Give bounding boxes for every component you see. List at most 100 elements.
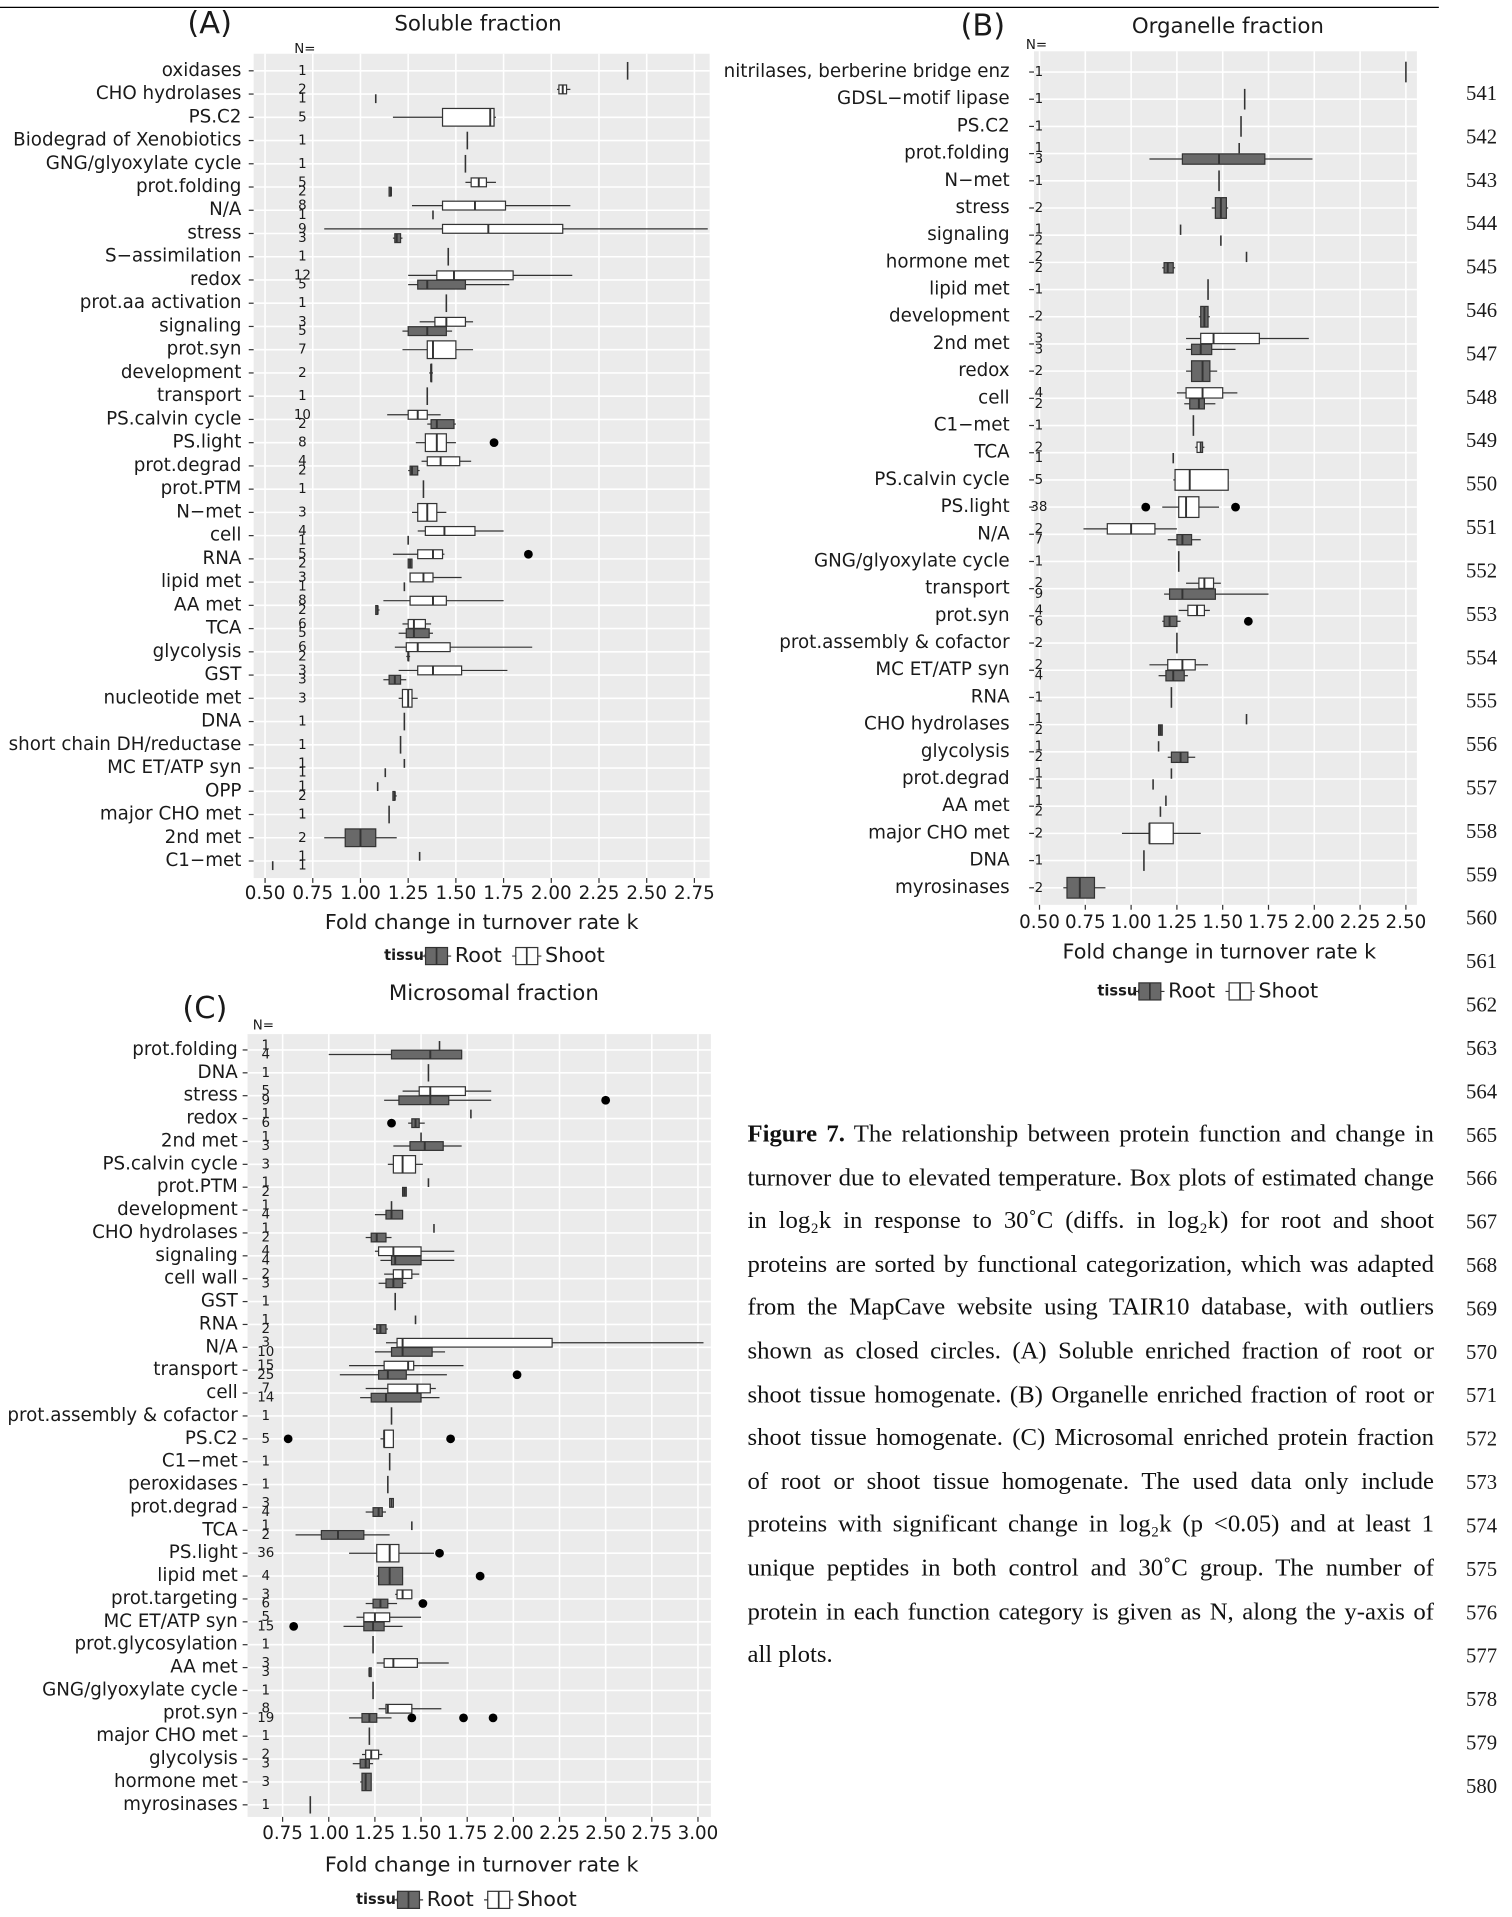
x-tick-label: 0.75 [1065, 912, 1106, 933]
box [1190, 360, 1211, 383]
legend-label: Root [455, 943, 502, 967]
n-label: 5 [298, 110, 307, 125]
line-number: 572 [1466, 1429, 1497, 1451]
x-axis-label: Fold change in turnover rate k [325, 910, 639, 934]
x-tick-label: 2.75 [631, 1823, 672, 1844]
line-number: 568 [1466, 1255, 1497, 1277]
line-number: 580 [1466, 1776, 1497, 1798]
x-tick-label: 2.75 [674, 883, 715, 904]
x-tick-label: 1.75 [1248, 912, 1289, 933]
n-label: 3 [262, 1656, 271, 1671]
line-number: 543 [1466, 170, 1497, 192]
n-label: 9 [1035, 587, 1044, 602]
n-label: 2 [298, 82, 307, 97]
box [1168, 588, 1216, 600]
box [377, 1369, 407, 1380]
n-label: 1 [1035, 92, 1044, 107]
n-label: 2 [298, 603, 307, 618]
n-label: 10 [257, 1345, 274, 1360]
box [390, 1346, 433, 1357]
box [363, 1612, 391, 1623]
n-label: 6 [262, 1597, 271, 1612]
legend-title: tissue [356, 1891, 406, 1908]
n-label: 2 [298, 831, 307, 846]
box [405, 628, 430, 639]
category-label: MC ET/ATP syn [107, 757, 241, 778]
n-label: 2 [298, 185, 307, 200]
n-label: 5 [262, 1084, 271, 1099]
n-label: 1 [262, 1313, 271, 1328]
n-label: 1 [298, 250, 307, 265]
line-number: 565 [1466, 1125, 1497, 1147]
category-label: development [121, 362, 242, 383]
category-label: transport [157, 385, 241, 406]
x-tick-label: 2.50 [1386, 912, 1427, 933]
x-tick-label: 1.50 [1202, 912, 1243, 933]
x-tick-label: 0.50 [1019, 912, 1060, 933]
category-label: redox [958, 360, 1010, 381]
category-label: Biodegrad of Xenobiotics [13, 130, 241, 151]
category-label: lipid met [157, 1565, 237, 1586]
n-label: 4 [262, 1208, 271, 1223]
box [426, 456, 461, 467]
n-label: 2 [298, 649, 307, 664]
box [383, 1429, 394, 1449]
box [1200, 332, 1260, 345]
n-label: 1 [1035, 690, 1044, 705]
n-label: 1 [262, 1066, 271, 1081]
n-label: 1 [1035, 141, 1044, 156]
n-label: 8 [298, 594, 307, 609]
n-label: 2 [298, 366, 307, 381]
panel-tag: (C) [182, 991, 227, 1026]
n-label: 6 [298, 617, 307, 632]
caption-text: The relationship between protein functio… [747, 1120, 1434, 1669]
n-label: 3 [298, 663, 307, 678]
panel-tag: (B) [960, 8, 1005, 43]
n-label: 4 [262, 1048, 271, 1063]
n-label: 1 [1035, 451, 1044, 466]
n-label: 2 [1035, 250, 1044, 265]
n-label: 3 [262, 1157, 271, 1172]
category-label: stress [956, 197, 1010, 218]
box [396, 1589, 413, 1600]
n-label: 2 [1035, 805, 1044, 820]
box [417, 665, 463, 676]
n-label: 1 [298, 859, 307, 874]
n-label: 3 [298, 691, 307, 706]
n-label: 3 [262, 1665, 271, 1680]
category-label: prot.syn [935, 605, 1010, 626]
n-label: 5 [298, 626, 307, 641]
category-label: short chain DH/reductase [9, 734, 242, 755]
category-label: major CHO met [96, 1725, 238, 1746]
n-label: 5 [298, 175, 307, 190]
line-number: 558 [1466, 821, 1497, 843]
line-number: 578 [1466, 1689, 1497, 1711]
box [376, 1543, 400, 1563]
n-label: 14 [257, 1391, 274, 1406]
x-axis-label: Fold change in turnover rate k [325, 1853, 639, 1877]
n-label: 9 [262, 1093, 271, 1108]
box [387, 1383, 431, 1394]
x-tick-label: 2.25 [539, 1823, 580, 1844]
outlier [1231, 502, 1240, 512]
line-number: 541 [1466, 83, 1497, 105]
category-label: redox [190, 269, 242, 290]
category-label: RNA [971, 686, 1010, 707]
category-label: MC ET/ATP syn [104, 1611, 238, 1632]
n-label: 5 [298, 324, 307, 339]
n-label: 3 [298, 505, 307, 520]
x-tick-label: 2.00 [1294, 912, 1335, 933]
category-label: S−assimilation [105, 246, 241, 267]
category-label: prot.degrad [902, 768, 1010, 789]
n-label: 1 [298, 208, 307, 223]
x-tick-label: 1.25 [388, 883, 429, 904]
n-label: 7 [1035, 533, 1044, 548]
n-label: 3 [298, 231, 307, 246]
category-label: TCA [973, 442, 1010, 463]
category-label: 2nd met [933, 333, 1010, 354]
box [418, 1086, 466, 1097]
n-label: 2 [1035, 826, 1044, 841]
n-label: 2 [1035, 576, 1044, 591]
category-label: C1−met [934, 415, 1010, 436]
